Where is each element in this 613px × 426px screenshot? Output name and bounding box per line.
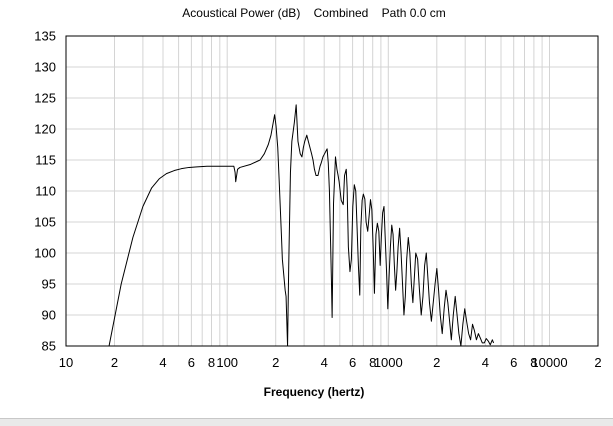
x-tick-label: 2 xyxy=(272,355,279,370)
y-tick-label: 95 xyxy=(42,277,56,292)
series-group xyxy=(108,104,495,347)
y-tick-label: 90 xyxy=(42,308,56,323)
plot-area xyxy=(65,35,599,347)
x-tick-label: 100 xyxy=(216,355,238,370)
x-tick-label: 4 xyxy=(321,355,328,370)
x-tick-label: 10 xyxy=(59,355,73,370)
x-tick-label: 8 xyxy=(208,355,215,370)
x-tick-label: 2 xyxy=(594,355,601,370)
y-tick-label: 85 xyxy=(42,339,56,354)
y-tick-label: 110 xyxy=(35,184,56,199)
x-tick-label: 4 xyxy=(159,355,166,370)
y-tick-label: 120 xyxy=(34,122,56,137)
y-tick-label: 100 xyxy=(34,246,56,261)
y-tick-label: 115 xyxy=(35,153,56,168)
chart-title: Acoustical Power (dB) Combined Path 0.0 … xyxy=(182,6,445,20)
x-tick-label: 6 xyxy=(510,355,517,370)
x-tick-label: 8 xyxy=(369,355,376,370)
x-tick-label: 10000 xyxy=(531,355,567,370)
x-tick-label: 6 xyxy=(188,355,195,370)
x-tick-label: 4 xyxy=(482,355,489,370)
x-tick-label: 1000 xyxy=(374,355,403,370)
x-tick-label: 8 xyxy=(530,355,537,370)
y-tick-label: 130 xyxy=(34,60,56,75)
y-tick-label: 105 xyxy=(34,215,56,230)
x-tick-label: 2 xyxy=(433,355,440,370)
y-tick-label: 125 xyxy=(34,91,56,106)
x-axis-label: Frequency (hertz) xyxy=(264,385,365,399)
y-axis: 85 90 95 100 105 110 115 120 125 130 135 xyxy=(34,29,56,354)
series-line-combined xyxy=(108,104,495,347)
x-tick-label: 6 xyxy=(349,355,356,370)
y-tick-label: 135 xyxy=(34,29,56,44)
x-tick-label: 2 xyxy=(111,355,118,370)
status-strip xyxy=(0,418,613,426)
